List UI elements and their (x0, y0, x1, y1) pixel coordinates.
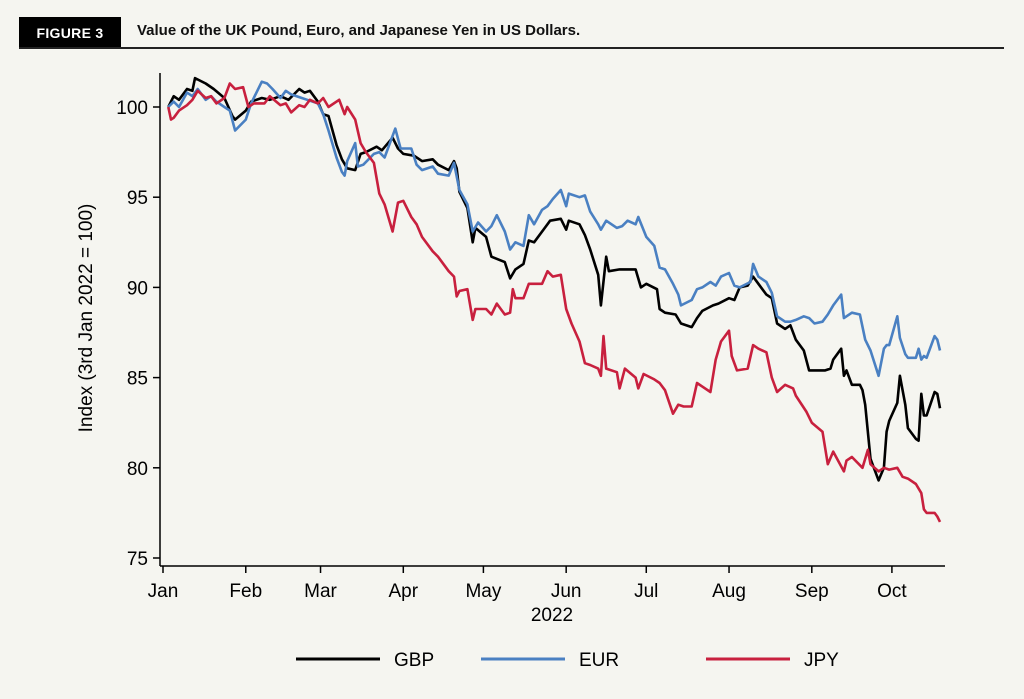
y-tick-label: 95 (127, 188, 148, 209)
legend-label: EUR (579, 650, 619, 671)
legend-item-jpy: JPY (706, 650, 839, 671)
x-tick-label: Aug (712, 581, 746, 602)
header-divider (19, 47, 1004, 49)
x-tick-label: Jan (148, 581, 179, 602)
x-tick-label: Mar (304, 581, 337, 602)
x-tick-label: May (465, 581, 501, 602)
y-tick-label: 100 (116, 98, 148, 119)
x-axis-label: 2022 (531, 605, 573, 626)
series-line-jpy (167, 82, 942, 523)
legend-label: GBP (394, 650, 434, 671)
x-tick-label: Jun (551, 581, 582, 602)
y-tick-label: 75 (127, 549, 148, 570)
legend-label: JPY (804, 650, 839, 671)
x-tick-label: Jul (634, 581, 658, 602)
y-tick-label: 85 (127, 369, 148, 390)
series-line-eur (167, 80, 942, 378)
x-tick-label: Feb (229, 581, 262, 602)
y-tick-label: 80 (127, 459, 148, 480)
y-axis-ticks: 75 80 85 90 95 100 (116, 98, 160, 570)
y-tick-label: 90 (127, 278, 148, 299)
legend: GBP EUR JPY (296, 650, 839, 671)
y-axis-label: Index (3rd Jan 2022 = 100) (76, 204, 97, 433)
figure-number-badge: FIGURE 3 (19, 17, 121, 48)
x-axis-ticks: Jan Feb Mar Apr May Jun Jul Aug Sep Oct (148, 566, 907, 602)
figure-title: Value of the UK Pound, Euro, and Japanes… (137, 22, 581, 39)
series-line-gbp (167, 76, 942, 482)
x-tick-label: Apr (389, 581, 419, 602)
x-tick-label: Oct (877, 581, 907, 602)
series-lines (167, 76, 942, 523)
legend-item-gbp: GBP (296, 650, 434, 671)
legend-item-eur: EUR (481, 650, 619, 671)
x-tick-label: Sep (795, 581, 829, 602)
